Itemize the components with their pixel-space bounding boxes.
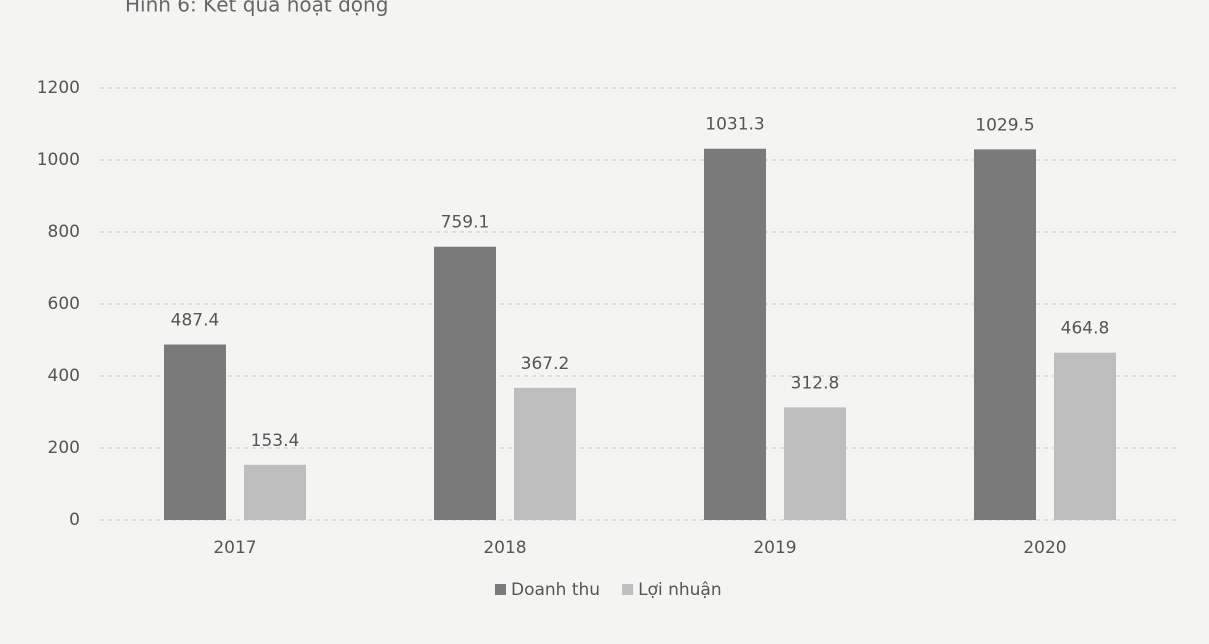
data-label: 464.8 <box>1061 319 1110 339</box>
x-tick-label: 2019 <box>753 538 796 558</box>
data-label: 153.4 <box>251 431 300 451</box>
legend-swatch <box>622 584 634 595</box>
y-tick-label: 800 <box>48 222 80 242</box>
y-tick-label: 0 <box>69 510 80 530</box>
data-label: 759.1 <box>441 213 490 233</box>
bar <box>704 148 766 520</box>
bar <box>244 464 306 520</box>
data-label: 367.2 <box>521 354 570 374</box>
bar <box>974 149 1036 520</box>
y-tick-label: 200 <box>48 438 80 458</box>
bar <box>1054 352 1116 520</box>
legend-swatch <box>495 584 506 595</box>
data-label: 312.8 <box>791 373 840 393</box>
chart-title: Hình 6: Kết quả hoạt động <box>125 0 388 17</box>
data-label: 1031.3 <box>705 115 764 135</box>
y-tick-label: 1000 <box>37 150 80 170</box>
legend-label: Doanh thu <box>511 580 600 600</box>
bar <box>514 387 576 520</box>
x-tick-label: 2020 <box>1023 538 1066 558</box>
y-tick-label: 400 <box>48 366 80 386</box>
y-tick-label: 600 <box>48 294 80 314</box>
bar <box>434 246 496 520</box>
legend-label: Lợi nhuận <box>638 580 722 600</box>
x-tick-label: 2018 <box>483 538 526 558</box>
y-tick-label: 1200 <box>37 78 80 98</box>
data-label: 1029.5 <box>975 115 1034 135</box>
bar <box>784 407 846 520</box>
x-tick-label: 2017 <box>213 538 256 558</box>
bar <box>164 344 226 520</box>
data-label: 487.4 <box>171 311 220 331</box>
